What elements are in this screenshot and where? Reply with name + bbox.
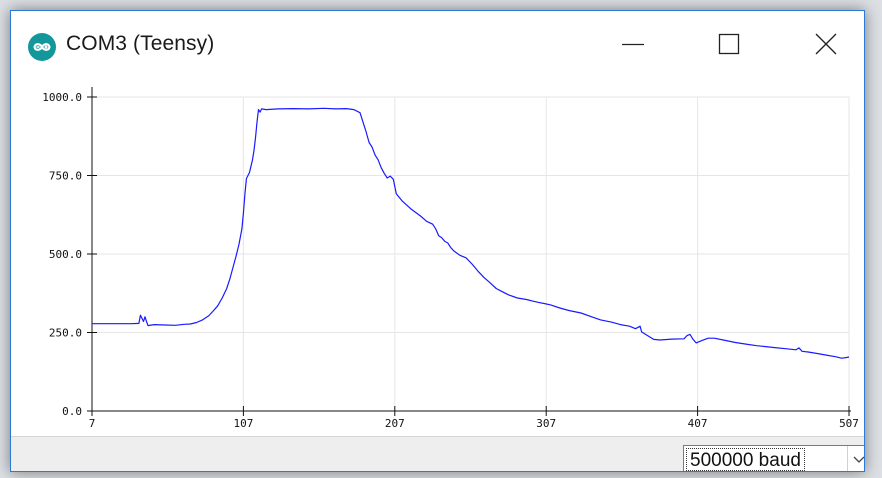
series-line	[92, 107, 850, 359]
window-title: COM3 (Teensy)	[66, 32, 215, 55]
x-tick-label: 207	[385, 417, 405, 430]
y-tick-label: 1000.0	[42, 91, 82, 104]
serial-plotter-window: COM3 (Teensy) 0.0 250.0 500.0 750.0 1000.0 7 1…	[10, 10, 865, 472]
y-tick-label: 500.0	[49, 248, 82, 261]
baud-rate-value: 500000 baud	[686, 448, 805, 471]
x-tick-label: 7	[89, 417, 96, 430]
x-tick-label: 107	[233, 417, 253, 430]
y-tick-label: 0.0	[62, 405, 82, 418]
arduino-infinity-icon	[28, 33, 56, 61]
status-bar: 500000 baud	[11, 436, 864, 471]
plot-area: 0.0 250.0 500.0 750.0 1000.0 7 107 207 307 407 507	[11, 79, 864, 436]
close-button[interactable]	[795, 11, 855, 79]
x-tick-label: 407	[688, 417, 708, 430]
title-bar[interactable]: COM3 (Teensy)	[11, 11, 864, 79]
minimize-icon	[622, 43, 644, 46]
maximize-icon	[718, 33, 740, 55]
minimize-button[interactable]	[603, 11, 663, 79]
x-tick-label: 307	[536, 417, 556, 430]
x-tick-label: 507	[839, 417, 859, 430]
line-chart: 0.0 250.0 500.0 750.0 1000.0 7 107 207 307 407 507	[42, 87, 859, 430]
y-tick-label: 250.0	[49, 327, 82, 340]
chevron-down-icon[interactable]	[847, 446, 864, 471]
y-tick-label: 750.0	[49, 170, 82, 183]
maximize-button[interactable]	[699, 11, 759, 79]
baud-rate-select[interactable]: 500000 baud	[683, 445, 864, 471]
close-icon	[815, 33, 837, 55]
